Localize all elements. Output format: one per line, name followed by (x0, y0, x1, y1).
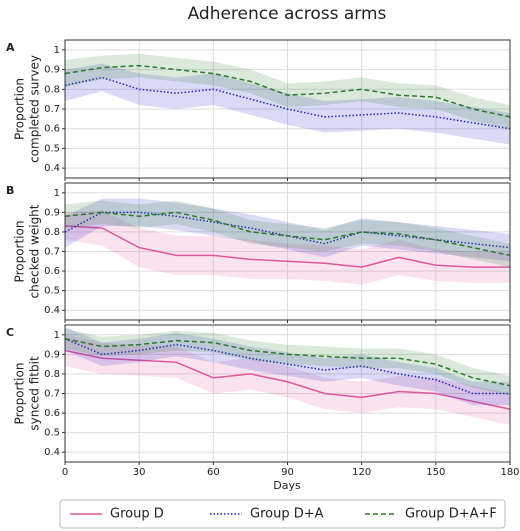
series-line (64, 337, 511, 387)
chart-title: Adherence across arms (188, 4, 387, 24)
panel-label: C (6, 326, 14, 339)
y-tick-label: 0.4 (44, 447, 60, 458)
y-tick-label: 0.6 (44, 266, 60, 277)
panel-label: B (6, 184, 14, 197)
y-tick-label: 0.4 (44, 163, 60, 174)
y-axis-label: completed survey (28, 55, 42, 163)
y-tick-label: 0.8 (44, 227, 60, 238)
y-tick-label: 1 (54, 330, 60, 341)
y-tick-label: 0.9 (44, 207, 60, 218)
x-tick-label: 90 (281, 467, 294, 478)
y-tick-label: 0.9 (44, 349, 60, 360)
confidence-band (65, 334, 510, 425)
x-tick-label: 60 (207, 467, 220, 478)
y-tick-label: 0.9 (44, 65, 60, 76)
y-tick-label: 1 (54, 188, 60, 199)
plot-frame (64, 39, 511, 179)
y-axis-label: synced fitbit (28, 356, 42, 431)
series-line (64, 64, 511, 118)
x-tick-label: 30 (133, 467, 146, 478)
confidence-band (65, 210, 510, 285)
y-tick-label: 0.8 (44, 84, 60, 95)
y-axis-label: Proportion (13, 78, 27, 140)
x-tick-label: 120 (352, 467, 371, 478)
y-axis-label: checked weight (28, 204, 42, 298)
y-tick-label: 0.7 (44, 389, 60, 400)
y-tick-label: 0.5 (44, 428, 60, 439)
confidence-band (65, 328, 510, 396)
panel-label: A (6, 41, 15, 54)
y-tick-label: 0.7 (44, 104, 60, 115)
y-tick-label: 0.5 (44, 143, 60, 154)
x-tick-label: 0 (62, 467, 68, 478)
x-tick-label: 180 (500, 467, 519, 478)
confidence-band (65, 326, 510, 406)
confidence-band (65, 200, 510, 268)
confidence-band (65, 53, 510, 129)
y-axis-label: Proportion (13, 363, 27, 425)
y-tick-label: 0.7 (44, 247, 60, 258)
legend-label: Group D (110, 507, 164, 522)
series-line (64, 338, 510, 395)
x-axis-label: Days (273, 479, 301, 492)
y-tick-label: 1 (54, 45, 60, 56)
series-line (64, 76, 511, 130)
y-tick-label: 0.4 (44, 305, 60, 316)
legend-label: Group D+A+F (405, 507, 497, 522)
confidence-band (65, 63, 510, 145)
y-tick-label: 0.6 (44, 124, 60, 135)
plot-frame (64, 324, 511, 463)
series-line (64, 349, 511, 410)
x-tick-label: 150 (426, 467, 445, 478)
series-line (64, 211, 511, 257)
series-line (64, 225, 510, 268)
plot-frame (64, 182, 511, 321)
y-tick-label: 0.8 (44, 369, 60, 380)
confidence-band (65, 198, 510, 262)
y-tick-label: 0.5 (44, 286, 60, 297)
y-tick-label: 0.6 (44, 408, 60, 419)
y-axis-label: Proportion (13, 221, 27, 283)
legend-box (59, 499, 506, 529)
legend-label: Group D+A (250, 507, 324, 522)
